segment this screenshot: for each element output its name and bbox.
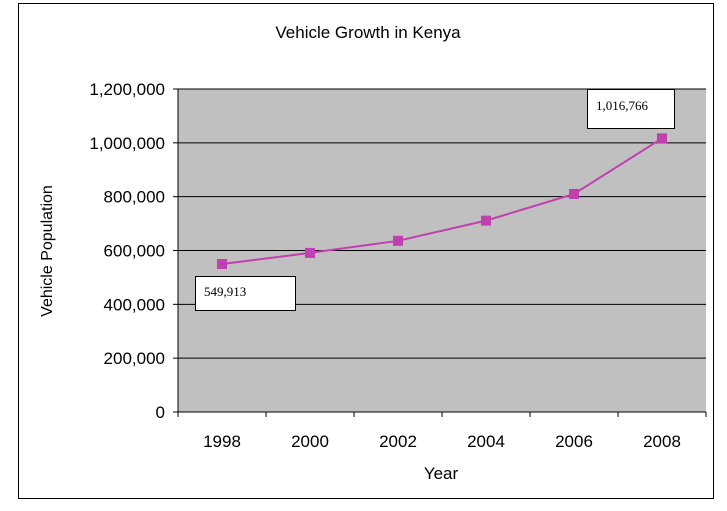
data-label-end: 1,016,766 <box>587 89 675 129</box>
x-tick-label: 2004 <box>467 432 505 451</box>
data-point-marker <box>481 215 491 226</box>
y-tick-label: 600,000 <box>104 242 165 261</box>
data-point-marker <box>569 188 579 199</box>
data-point-marker <box>217 258 227 269</box>
data-point-marker <box>657 133 667 144</box>
data-label-start: 549,913 <box>195 276 296 311</box>
y-axis-title: Vehicle Population <box>39 185 56 317</box>
y-tick-label: 0 <box>156 403 165 422</box>
data-point-marker <box>393 235 403 246</box>
y-tick-label: 400,000 <box>104 295 165 314</box>
x-axis-title: Year <box>424 464 459 483</box>
chart-title: Vehicle Growth in Kenya <box>275 23 461 42</box>
series-line <box>221 137 663 265</box>
x-tick-label: 2006 <box>555 432 593 451</box>
x-tick-label: 1998 <box>203 432 241 451</box>
y-tick-label: 1,000,000 <box>89 134 165 153</box>
x-tick-label: 2008 <box>643 432 681 451</box>
x-tick-label: 2002 <box>379 432 417 451</box>
y-tick-label: 1,200,000 <box>89 80 165 99</box>
data-point-marker <box>305 247 315 258</box>
y-tick-label: 800,000 <box>104 188 165 207</box>
x-tick-label: 2000 <box>291 432 329 451</box>
y-tick-label: 200,000 <box>104 349 165 368</box>
